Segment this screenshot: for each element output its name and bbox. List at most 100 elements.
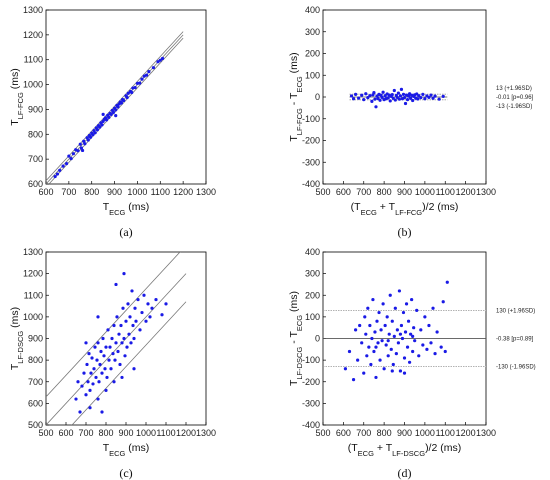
data-point <box>109 367 113 371</box>
panel-d: 500 600 700 800 900 1000 1100 1200 1300-400-300-… <box>288 247 536 480</box>
data-point <box>433 94 437 98</box>
data-point <box>358 323 362 328</box>
axis-label-part: LF-DSCG <box>16 331 25 364</box>
data-point <box>417 354 421 358</box>
data-point <box>116 105 120 109</box>
data-point <box>401 310 406 315</box>
y-tick-label: -100 <box>302 355 320 365</box>
data-point <box>100 371 104 375</box>
data-point <box>409 96 413 100</box>
data-point <box>147 70 151 74</box>
data-point <box>125 345 129 349</box>
axis-label-part: T <box>103 201 110 213</box>
data-point <box>96 397 100 401</box>
data-point <box>109 112 113 116</box>
y-tick-label: 900 <box>28 104 43 114</box>
panel-label: (b) <box>398 225 412 239</box>
data-point <box>100 410 104 414</box>
data-point <box>427 95 431 100</box>
data-point <box>362 371 366 375</box>
y-tick-label: 1300 <box>23 5 43 15</box>
line-lower-loa <box>71 301 187 425</box>
data-point <box>398 94 403 98</box>
x-tick-label: 1100 <box>436 428 455 438</box>
axis-label-part: LF-FCG <box>395 208 422 217</box>
data-point <box>91 133 95 137</box>
data-point <box>370 99 374 103</box>
data-point <box>114 282 118 287</box>
x-tick-label: 900 <box>397 428 412 438</box>
data-point <box>107 115 111 119</box>
axis-label-part: ECG <box>358 449 374 458</box>
data-point <box>356 358 360 362</box>
data-point <box>381 302 385 306</box>
data-point <box>69 157 73 161</box>
data-point <box>403 101 408 106</box>
axis-label-part: LF-FCG <box>16 92 25 119</box>
data-point <box>93 131 97 135</box>
data-point <box>421 92 425 96</box>
data-point <box>384 343 388 347</box>
data-point <box>437 97 441 101</box>
x-tick-label: 1100 <box>151 187 170 197</box>
data-point <box>366 306 370 310</box>
x-tick-label: 800 <box>98 428 113 438</box>
data-point <box>67 154 71 158</box>
data-point <box>431 306 435 310</box>
data-point <box>443 349 447 354</box>
data-point <box>114 341 118 345</box>
x-tick-label: 900 <box>118 428 133 438</box>
data-point <box>156 60 160 64</box>
data-point <box>413 339 417 343</box>
y-tick-label: -200 <box>302 377 320 387</box>
data-point <box>133 85 137 90</box>
data-point <box>398 332 403 336</box>
data-point <box>88 406 92 410</box>
data-point <box>96 315 100 319</box>
y-tick-label: 300 <box>305 27 320 37</box>
y-tick-label: 600 <box>28 398 43 408</box>
data-point <box>378 98 382 102</box>
x-tick-label: 600 <box>336 428 351 438</box>
axis-label-part: )/2 (ms) <box>422 201 458 213</box>
data-point <box>377 310 381 315</box>
data-point <box>411 349 415 354</box>
axis-label-part: LF-DSCG <box>392 449 425 458</box>
x-tick-label: 1200 <box>173 187 193 197</box>
data-point <box>78 142 82 146</box>
data-point <box>98 125 102 129</box>
x-tick-label: 1300 <box>196 187 216 197</box>
data-point <box>164 302 168 306</box>
data-point <box>123 354 127 358</box>
axis-label-part: (ms) <box>9 307 21 331</box>
data-point <box>58 168 62 172</box>
data-point <box>360 93 364 97</box>
x-tick-label: 1000 <box>127 187 147 197</box>
plot-area <box>349 87 448 109</box>
data-point <box>373 97 377 101</box>
x-tick-label: 1300 <box>476 187 496 197</box>
data-point <box>92 367 96 371</box>
x-tick-label: 500 <box>315 428 330 438</box>
hline-label: -0.01 [p=0.96] <box>496 95 534 101</box>
x-tick-label: 700 <box>61 187 76 197</box>
data-point <box>99 349 103 354</box>
panel-a: 600 700 800 900 1000 1100 1200 1300600700800900… <box>9 5 216 239</box>
axis-label-part: T <box>288 379 300 386</box>
data-point <box>151 66 156 70</box>
data-point <box>111 352 115 356</box>
data-point <box>439 345 443 349</box>
panel-label: (a) <box>119 225 132 239</box>
data-point <box>83 142 87 146</box>
y-tick-label: 300 <box>305 269 320 279</box>
y-axis-label: TLF-DSCG (ms) <box>9 307 25 370</box>
data-point <box>441 94 445 98</box>
axes-frame <box>45 9 207 185</box>
data-point <box>398 369 403 373</box>
data-point <box>136 297 140 302</box>
axis-label-part: T <box>9 363 21 370</box>
panel-b: 500 600 700 800 900 1000 1100 1200 1300-400-300-… <box>288 5 534 239</box>
y-tick-label: 200 <box>305 290 320 300</box>
data-point <box>116 349 120 354</box>
